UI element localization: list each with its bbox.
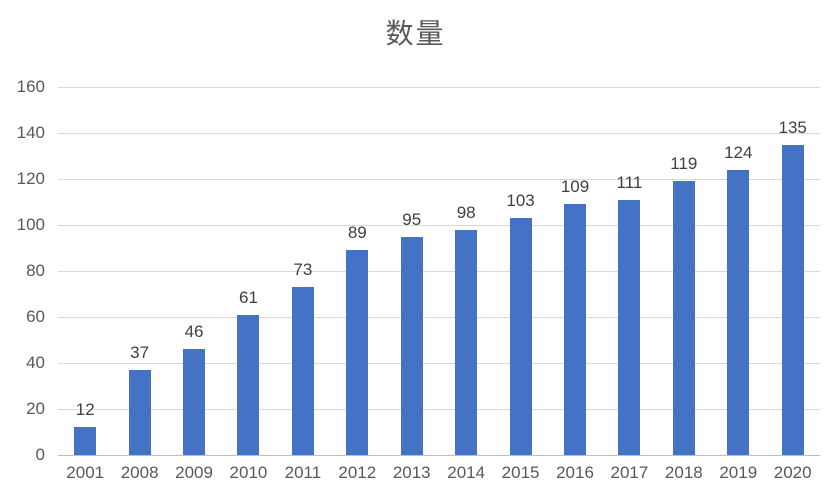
y-axis-tick-label: 20	[26, 399, 45, 418]
y-axis-tick-label: 0	[35, 445, 45, 464]
bar-value-label-2016: 109	[560, 177, 590, 197]
x-axis-tick-label-2014: 2014	[447, 463, 486, 482]
bar-column-2011: 73 2011	[276, 87, 330, 482]
x-axis-tick-label-2009: 2009	[175, 463, 213, 482]
bar-column-2016: 109 2016	[548, 87, 602, 482]
bar-value-label-2010: 61	[239, 287, 258, 307]
y-axis-tick-label: 100	[16, 215, 45, 234]
bar-value-label-2018: 119	[670, 154, 698, 174]
gridline	[58, 224, 820, 226]
gridline	[58, 316, 820, 318]
bar-2011	[291, 287, 314, 455]
bar-2009	[183, 349, 206, 455]
x-axis-tick-label-2019: 2019	[719, 463, 758, 482]
bar-value-label-2014: 98	[456, 202, 476, 222]
bar-value-label-2015: 103	[506, 191, 535, 211]
bar-column-2010: 61 2010	[221, 87, 275, 482]
bar-value-label-2020: 135	[778, 117, 807, 137]
y-axis-tick-label: 60	[26, 307, 45, 326]
bar-value-label-2001: 12	[75, 400, 95, 420]
gridline	[58, 362, 820, 364]
chart-title: 数量	[385, 18, 446, 49]
bar-2015	[509, 218, 532, 455]
bar-2012	[346, 250, 369, 455]
bar-value-label-2013: 95	[402, 209, 422, 229]
bar-column-2013: 95 2013	[385, 87, 439, 483]
bar-column-2001: 12 2001	[58, 87, 112, 482]
x-axis-tick-label-2018: 2018	[664, 463, 703, 482]
bar-column-2009: 46 2009	[167, 87, 221, 482]
bar-column-2012: 89 2012	[330, 87, 384, 482]
x-axis-tick-label-2011: 2011	[284, 463, 322, 482]
bars-container: 12 2001 37 2008 46 2009 61 2010 73 2011 89 2012 95 20…	[58, 87, 820, 483]
bar-2016	[564, 204, 586, 455]
x-axis-tick-label-2008: 2008	[120, 463, 159, 482]
bar-2018	[672, 181, 695, 455]
bar-column-2017: 111 2017	[602, 87, 656, 482]
gridline	[58, 270, 820, 272]
bar-2008	[128, 369, 151, 455]
bar-value-label-2019: 124	[724, 142, 753, 162]
bar-2013	[400, 236, 423, 455]
bar-value-label-2008: 37	[130, 342, 150, 362]
bar-column-2018: 119 2018	[657, 87, 711, 482]
x-axis-tick-label-2010: 2010	[229, 463, 268, 482]
bar-2010	[237, 314, 260, 455]
x-axis-tick-label-2020: 2020	[773, 463, 812, 482]
x-axis-tick-label-2017: 2017	[610, 463, 649, 482]
bar-column-2008: 37 2008	[112, 87, 166, 482]
bar-value-label-2012: 89	[347, 223, 367, 243]
bar-2020	[781, 144, 804, 455]
bar-column-2015: 103 2015	[493, 87, 547, 482]
gridline	[58, 132, 820, 134]
bar-column-2014: 98 2014	[439, 87, 493, 482]
y-axis-tick-label: 80	[26, 261, 45, 280]
x-axis-tick-label-2013: 2013	[392, 463, 431, 482]
bar-2001	[74, 427, 97, 455]
x-axis-tick-label-2012: 2012	[338, 463, 377, 482]
bar-2017	[618, 199, 641, 455]
x-axis-tick-label-2015: 2015	[501, 463, 540, 482]
y-axis-tick-label: 160	[16, 77, 45, 96]
bar-value-label-2017: 111	[616, 172, 643, 192]
plot-area: 0 20 40 60 80 100 120 140 160 12 2001 37 2008 46 2009 6…	[17, 77, 820, 483]
bar-2019	[727, 169, 750, 455]
bar-column-2019: 124 2019	[711, 87, 765, 482]
gridline	[58, 178, 820, 180]
y-axis-tick-label: 120	[16, 169, 45, 188]
x-axis-line	[58, 454, 820, 456]
y-axis-tick-label: 40	[26, 353, 45, 372]
gridline	[58, 408, 820, 410]
y-axis-tick-label: 140	[16, 123, 45, 142]
bar-column-2020: 135 2020	[765, 87, 819, 483]
gridline	[58, 86, 820, 88]
x-axis-tick-label-2001: 2001	[66, 463, 105, 482]
x-axis-tick-label-2016: 2016	[556, 463, 594, 482]
bar-2014	[455, 229, 478, 455]
bar-value-label-2011: 73	[293, 260, 313, 280]
bar-value-label-2009: 46	[184, 322, 204, 342]
